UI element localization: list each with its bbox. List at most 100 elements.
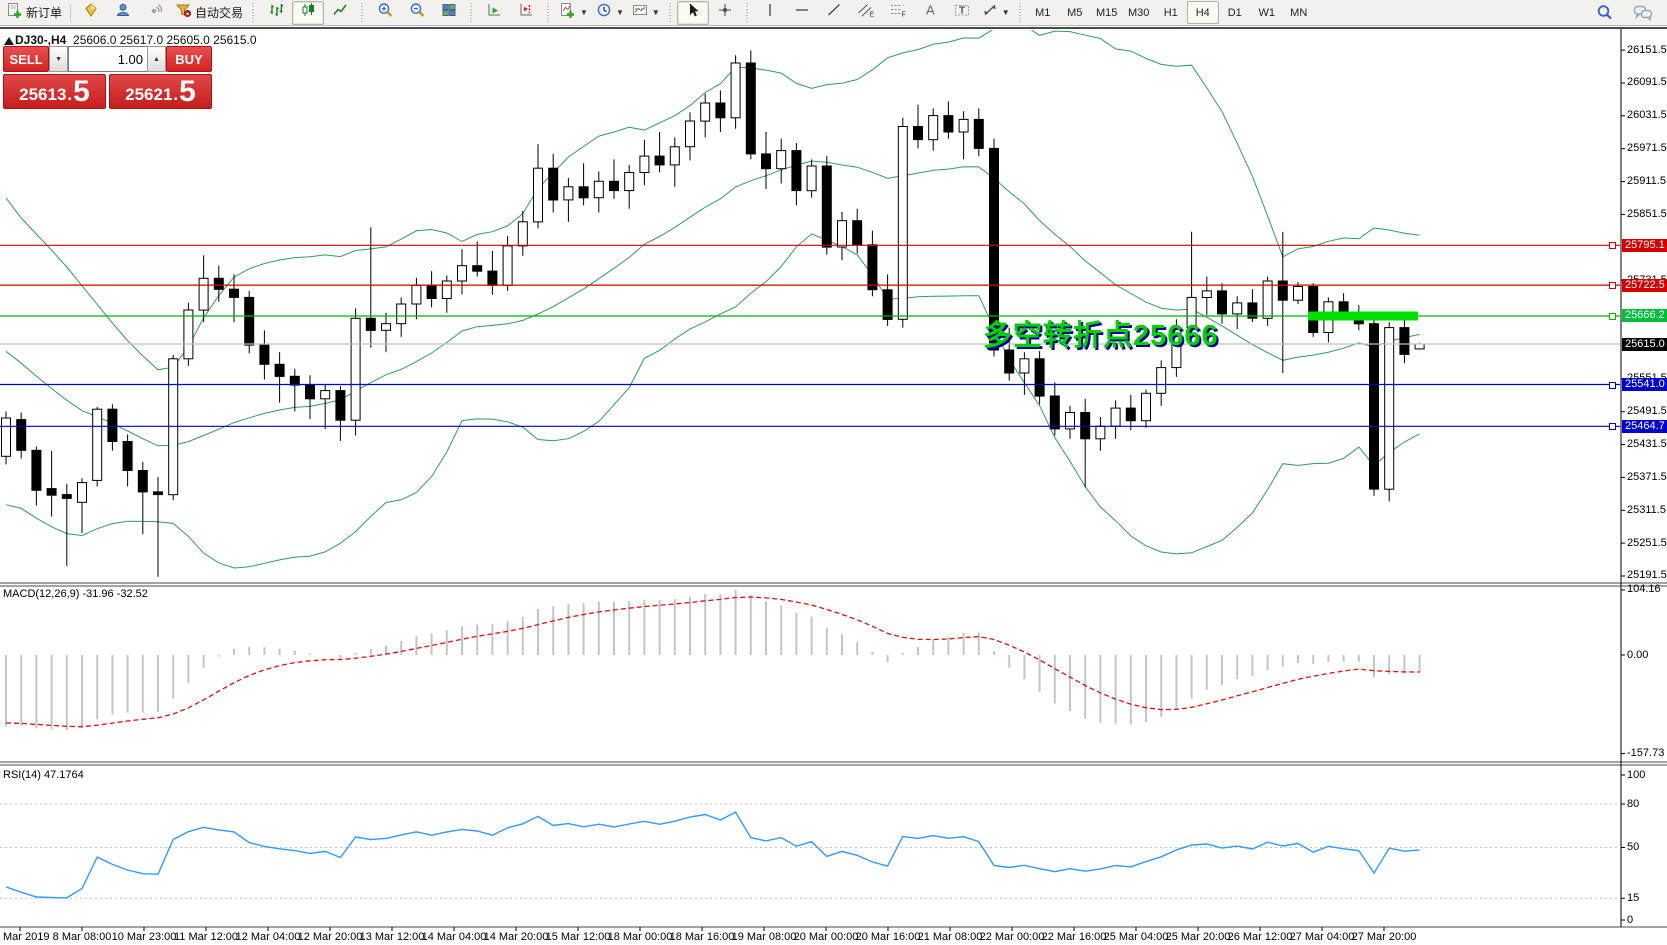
buy-button[interactable]: BUY xyxy=(165,46,212,72)
price-level-label: 25464.7 xyxy=(1622,419,1667,433)
candle xyxy=(730,62,741,119)
timeframe-button-h1[interactable]: H1 xyxy=(1163,6,1178,19)
timeframe-button-d1[interactable]: D1 xyxy=(1227,6,1242,19)
candle xyxy=(989,147,999,351)
candle xyxy=(61,494,72,499)
timeframe-button-m5[interactable]: M5 xyxy=(1067,6,1083,19)
timeframe-button-m1[interactable]: M1 xyxy=(1035,6,1051,19)
chart-canvas[interactable] xyxy=(0,29,1667,945)
equidistant-channel-button[interactable]: E xyxy=(850,1,882,25)
toolbar-grip[interactable] xyxy=(359,2,367,23)
fibonacci-button[interactable]: F xyxy=(882,1,914,25)
candle xyxy=(92,408,103,481)
highlight-bar[interactable] xyxy=(1308,311,1418,321)
candle xyxy=(1247,302,1258,319)
text-button[interactable]: A xyxy=(914,1,946,25)
candle xyxy=(1080,412,1091,440)
candle xyxy=(213,277,224,290)
toolbar-grip[interactable] xyxy=(666,2,674,23)
chat-button[interactable] xyxy=(1627,1,1659,25)
crosshair-button[interactable] xyxy=(709,1,741,25)
candle xyxy=(852,220,863,246)
candle xyxy=(700,102,711,122)
volume-up-button[interactable]: ▲ xyxy=(147,46,166,72)
time-axis-label: 26 Mar 12:00 xyxy=(1227,931,1293,943)
volume-input[interactable] xyxy=(68,46,147,72)
zoom-out-button[interactable] xyxy=(401,1,433,25)
cursor-icon xyxy=(686,2,700,23)
candle xyxy=(365,317,376,331)
toolbar-grip[interactable] xyxy=(743,2,751,23)
candle xyxy=(1065,412,1075,430)
templates-button[interactable]: ▼ xyxy=(628,1,664,25)
candle xyxy=(1110,407,1121,427)
profile-button[interactable] xyxy=(107,1,139,25)
candle xyxy=(943,115,954,133)
candle xyxy=(882,289,893,320)
trendline-button[interactable] xyxy=(818,1,850,25)
horizontal-line-button[interactable] xyxy=(786,1,818,25)
candle xyxy=(761,153,771,170)
toolbar-grip[interactable] xyxy=(1016,2,1024,23)
candle xyxy=(289,375,300,386)
arrows-button[interactable]: ▼ xyxy=(978,1,1014,25)
candle xyxy=(1277,280,1288,301)
timeframe-button-mn[interactable]: MN xyxy=(1290,6,1308,19)
time-axis-label: 11 Mar 12:00 xyxy=(173,931,239,943)
sell-price-dot: . xyxy=(67,85,73,104)
volume-down-button[interactable]: ▼ xyxy=(49,46,68,72)
auto-trading-button[interactable]: 自动交易 xyxy=(171,1,247,25)
crystal-button[interactable] xyxy=(75,1,107,25)
search-button[interactable] xyxy=(1589,1,1621,25)
new-order-button[interactable]: 新订单 xyxy=(2,1,66,25)
zoom-in-button[interactable] xyxy=(369,1,401,25)
chart-area[interactable]: DJ30-,H4 25606.0 25617.0 25605.0 25615.0… xyxy=(0,29,1667,945)
time-axis-label: 25 Mar 20:00 xyxy=(1165,931,1231,943)
timeframe-button-h4[interactable]: H4 xyxy=(1186,1,1219,24)
svg-text:A: A xyxy=(926,3,935,18)
candle xyxy=(1369,323,1379,490)
time-axis-label: 10 Mar 23:00 xyxy=(111,931,177,943)
macd-signal-line xyxy=(5,596,1420,728)
candle xyxy=(1049,395,1060,430)
buy-price[interactable]: 25621 . 5 xyxy=(109,74,212,109)
timeframe-button-m15[interactable]: M15 xyxy=(1096,6,1118,19)
candle xyxy=(776,150,787,170)
one-click-toggle-icon[interactable] xyxy=(4,37,14,45)
toolbar-grip[interactable] xyxy=(250,2,258,23)
chart-shift-button[interactable] xyxy=(510,1,542,25)
svg-text:T: T xyxy=(959,6,965,17)
timeframe-button-m30[interactable]: M30 xyxy=(1128,6,1150,19)
candlestick-chart-button[interactable] xyxy=(292,0,325,25)
auto-scroll-button[interactable] xyxy=(478,1,510,25)
one-click-trade-panel: SELL ▼ ▲ BUY 25613 . 5 25621 . 5 xyxy=(3,46,212,109)
tile-windows-icon xyxy=(441,2,457,23)
bar-chart-button[interactable] xyxy=(260,1,292,25)
macd-axis-label: 0.00 xyxy=(1627,648,1649,661)
tile-windows-button[interactable] xyxy=(433,1,465,25)
candle xyxy=(1,417,11,457)
clock-icon xyxy=(596,2,612,23)
candle xyxy=(274,363,285,377)
candle xyxy=(1019,358,1030,374)
arrows-icon xyxy=(982,2,998,23)
sell-price[interactable]: 25613 . 5 xyxy=(3,74,106,109)
chart-shift-icon xyxy=(518,2,534,23)
signal-button[interactable] xyxy=(139,1,171,25)
line-chart-button[interactable] xyxy=(324,1,356,25)
vertical-line-button[interactable] xyxy=(754,1,786,25)
sell-button[interactable]: SELL xyxy=(3,46,50,72)
toolbar-grip[interactable] xyxy=(468,2,476,23)
price-tick-label: 25311.5 xyxy=(1627,503,1666,516)
chevron-down-icon: ▼ xyxy=(1001,8,1010,17)
indicators-button[interactable]: ▼ xyxy=(555,1,592,25)
periods-button[interactable]: ▼ xyxy=(592,1,628,25)
text-label-button[interactable]: T xyxy=(946,1,978,25)
timeframe-button-w1[interactable]: W1 xyxy=(1258,6,1275,19)
candle xyxy=(411,284,422,305)
cursor-button[interactable] xyxy=(676,0,709,25)
time-axis-label: 14 Mar 20:00 xyxy=(483,931,549,943)
price-tick-label: 25191.5 xyxy=(1627,569,1667,582)
toolbar-grip[interactable] xyxy=(545,2,553,23)
